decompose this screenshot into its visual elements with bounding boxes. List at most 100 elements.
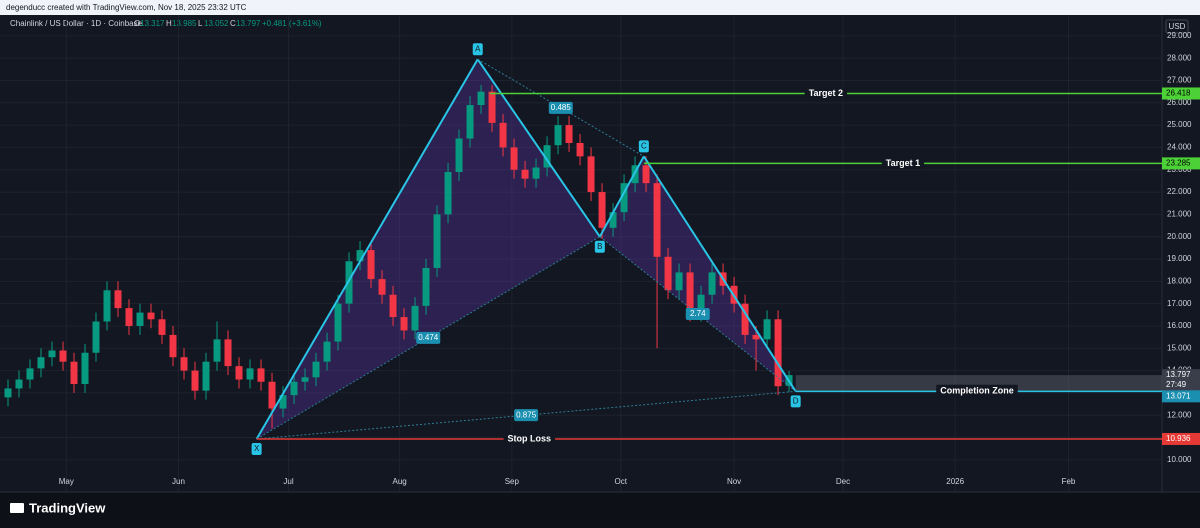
- candle-body: [70, 361, 78, 384]
- candle-body: [48, 350, 56, 358]
- candle-body: [477, 91, 485, 106]
- ohlc-value: 13.052: [204, 19, 229, 28]
- y-tick-label: 17.000: [1167, 299, 1192, 308]
- candle-body: [4, 388, 12, 398]
- candle-body: [191, 370, 199, 391]
- x-tick-label: 2026: [946, 477, 964, 486]
- y-tick-label: 29.000: [1167, 31, 1192, 40]
- point-label: D: [793, 396, 799, 405]
- zone-name: Completion Zone: [940, 386, 1014, 396]
- point-label: X: [254, 444, 260, 453]
- y-tick-label: 22.000: [1167, 187, 1192, 196]
- candle-body: [147, 312, 155, 320]
- currency-button[interactable]: [1165, 19, 1189, 34]
- candle-body: [224, 339, 232, 367]
- ohlc-label: L: [198, 19, 203, 28]
- candle-body: [367, 250, 375, 280]
- level-name: Target 1: [886, 158, 920, 168]
- candle-body: [411, 305, 419, 331]
- candle-body: [653, 183, 661, 257]
- price-badge: [1162, 157, 1200, 170]
- price-badge-label: 26.418: [1166, 89, 1191, 98]
- point-label: A: [475, 44, 481, 53]
- candle-body: [180, 357, 188, 371]
- candle-body: [246, 368, 254, 380]
- y-tick-label: 15.000: [1167, 343, 1192, 352]
- candle-body: [576, 142, 584, 157]
- candle-body: [92, 321, 100, 353]
- ohlc-value: 13.985: [172, 19, 197, 28]
- ohlc-value: 13.797: [236, 19, 261, 28]
- ohlc-value: 13.317: [140, 19, 165, 28]
- candle-body: [499, 122, 507, 148]
- x-tick-label: Sep: [505, 477, 520, 486]
- candle-body: [334, 303, 342, 342]
- candle-body: [213, 339, 221, 362]
- price-badge: [1162, 369, 1200, 392]
- price-badge-label: 10.936: [1166, 434, 1191, 443]
- candle-body: [312, 361, 320, 378]
- candle-body: [26, 368, 34, 380]
- candle-body: [488, 91, 496, 123]
- candle-body: [752, 334, 760, 340]
- candle-body: [587, 156, 595, 193]
- y-tick-label: 12.000: [1167, 410, 1192, 419]
- candle-body: [389, 294, 397, 318]
- y-tick-label: 27.000: [1167, 76, 1192, 85]
- currency[interactable]: USD: [1169, 22, 1186, 31]
- candle-body: [686, 272, 694, 313]
- point-badge: [638, 140, 649, 153]
- y-tick-label: 21.000: [1167, 209, 1192, 218]
- candle-body: [422, 267, 430, 306]
- candle-body: [697, 294, 705, 313]
- candle-body: [103, 290, 111, 322]
- candle-body: [444, 171, 452, 215]
- candle-body: [202, 361, 210, 391]
- candle-body: [675, 272, 683, 291]
- x-tick-label: Aug: [393, 477, 407, 486]
- countdown: 27:49: [1166, 380, 1187, 389]
- candle-body: [532, 167, 540, 179]
- pattern-leg: [255, 58, 479, 440]
- brand-logo: [10, 503, 24, 513]
- ohlc-label: C: [230, 19, 236, 28]
- x-tick-label: Dec: [836, 477, 850, 486]
- top-bar: [0, 0, 1200, 15]
- candle-body: [543, 145, 551, 168]
- candle-body: [708, 272, 716, 295]
- symbol-title: Chainlink / US Dollar · 1D · Coinbase: [10, 19, 143, 28]
- candle-body: [257, 368, 265, 382]
- point-label: B: [597, 242, 602, 251]
- point-badge: [790, 395, 801, 408]
- candle-body: [565, 125, 573, 143]
- candle-body: [356, 250, 364, 262]
- candle-body: [521, 169, 529, 179]
- y-tick-label: 26.000: [1167, 98, 1192, 107]
- pattern-leg: [476, 58, 601, 238]
- candle-body: [37, 357, 45, 369]
- price-badge-label: 13.071: [1166, 391, 1191, 400]
- x-tick-label: Jun: [172, 477, 185, 486]
- price-badge: [1162, 87, 1200, 100]
- y-tick-label: 16.000: [1167, 321, 1192, 330]
- candle-body: [235, 366, 243, 380]
- change: +0.481 (+3.61%): [262, 19, 322, 28]
- candle-body: [301, 377, 309, 382]
- candle-body: [169, 334, 177, 358]
- candle-body: [378, 279, 386, 295]
- candle-body: [455, 138, 463, 172]
- candle-body: [620, 183, 628, 213]
- ratio-label: 0.485: [551, 103, 572, 112]
- x-tick-label: Feb: [1062, 477, 1076, 486]
- plot: [0, 15, 1162, 492]
- point-label: C: [641, 141, 647, 150]
- candle-body: [290, 381, 298, 396]
- x-tick-label: Nov: [727, 477, 741, 486]
- ratio-label: 0.474: [418, 333, 439, 342]
- ratio-badge: [514, 409, 539, 422]
- level-name: Stop Loss: [508, 433, 552, 443]
- candle-body: [763, 319, 771, 340]
- candle-body: [642, 165, 650, 184]
